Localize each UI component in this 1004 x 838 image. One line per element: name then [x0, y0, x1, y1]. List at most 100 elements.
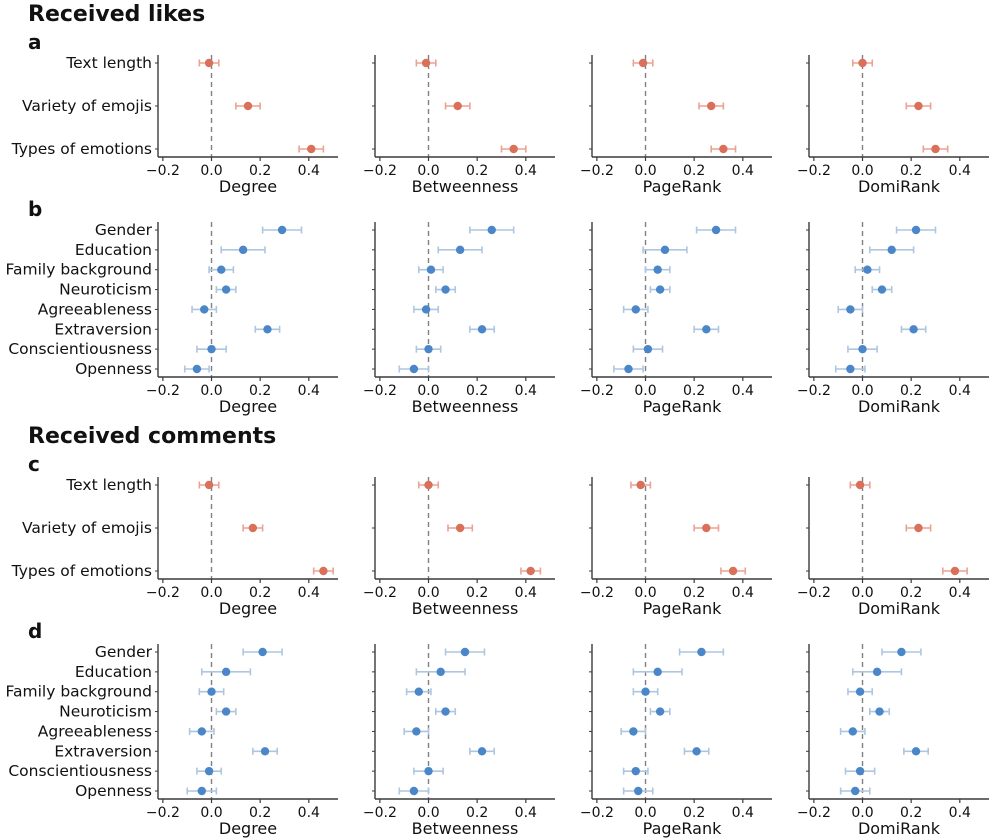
category-label: Family background — [6, 683, 152, 701]
x-tick-label: −0.2 — [580, 383, 614, 399]
data-point — [424, 344, 433, 354]
x-tick-label: 0.0 — [417, 383, 439, 399]
data-point — [629, 727, 638, 736]
category-label: Openness — [75, 360, 152, 378]
x-axis-title: PageRank — [643, 599, 722, 618]
data-point — [414, 687, 423, 696]
x-tick-label: 0.2 — [466, 383, 488, 399]
x-axis-title: Degree — [219, 599, 277, 618]
data-point — [477, 747, 487, 756]
data-point — [692, 747, 701, 756]
data-point — [197, 786, 206, 796]
data-point — [421, 305, 431, 314]
category-label: Text length — [65, 476, 152, 494]
section-title-received-likes: Received likes — [28, 2, 206, 27]
x-tick-label: 0.4 — [515, 805, 537, 821]
chart-b-degree: −0.2 0.0 0.2 0.4 Degree Gender Education Family… — [6, 221, 338, 416]
x-tick-label: 0.2 — [683, 163, 705, 179]
data-point — [307, 144, 316, 154]
data-point — [638, 58, 648, 68]
x-tick-label: 0.2 — [900, 383, 922, 399]
data-point — [931, 144, 940, 154]
data-point — [887, 245, 896, 255]
x-tick-label: −0.2 — [580, 585, 614, 601]
data-point — [455, 245, 465, 255]
x-tick-label: 0.0 — [851, 383, 873, 399]
x-tick-label: −0.2 — [363, 383, 397, 399]
data-point — [641, 687, 650, 696]
x-axis-title: Betweenness — [412, 397, 519, 416]
data-point — [702, 325, 711, 334]
x-tick-label: 0.0 — [634, 805, 656, 821]
data-point — [477, 325, 487, 334]
chart-b-domirank: −0.2 0.0 0.2 0.4 DomiRank — [797, 222, 989, 416]
chart-d-degree: −0.2 0.0 0.2 0.4 Degree Gender Education Family… — [6, 643, 338, 838]
panel-label-b: b — [28, 197, 43, 221]
x-tick-label: 0.2 — [466, 585, 488, 601]
x-axis-title: DomiRank — [858, 177, 941, 196]
data-point — [711, 225, 721, 235]
x-axis-title: Degree — [219, 397, 277, 416]
x-tick-label: 0.0 — [200, 383, 222, 399]
data-point — [846, 364, 855, 374]
x-tick-label: 0.0 — [417, 585, 439, 601]
category-label: Agreeableness — [38, 300, 152, 318]
x-tick-label: 0.0 — [634, 163, 656, 179]
x-tick-label: 0.4 — [298, 163, 320, 179]
data-point — [487, 225, 496, 235]
chart-a-degree: −0.2 0.0 0.2 0.4 Degree Text length Variety of… — [11, 54, 338, 196]
x-tick-label: −0.2 — [797, 383, 831, 399]
x-tick-label: 0.0 — [634, 585, 656, 601]
x-axis-title: Betweenness — [412, 819, 519, 838]
x-tick-label: 0.4 — [732, 585, 754, 601]
data-point — [412, 727, 421, 736]
chart-d-pagerank: −0.2 0.0 0.2 0.4 PageRank — [580, 644, 772, 838]
chart-a-domirank: −0.2 0.0 0.2 0.4 DomiRank — [797, 55, 989, 196]
data-point — [858, 344, 867, 354]
x-tick-label: 0.4 — [298, 805, 320, 821]
data-point — [643, 344, 653, 354]
category-label: Variety of emojis — [22, 519, 152, 537]
x-tick-label: 0.0 — [200, 585, 222, 601]
x-tick-label: 0.2 — [900, 585, 922, 601]
data-point — [207, 687, 216, 696]
data-point — [728, 566, 738, 576]
data-point — [192, 364, 202, 374]
x-tick-label: 0.0 — [851, 163, 873, 179]
x-tick-label: −0.2 — [363, 805, 397, 821]
data-point — [453, 101, 462, 111]
data-point — [697, 647, 706, 657]
data-point — [526, 566, 535, 576]
category-label: Neuroticism — [59, 703, 152, 721]
x-tick-label: −0.2 — [146, 163, 180, 179]
x-tick-label: 0.4 — [298, 585, 320, 601]
data-point — [950, 566, 960, 576]
data-point — [200, 305, 209, 314]
x-tick-label: 0.4 — [515, 585, 537, 601]
data-point — [207, 344, 216, 354]
data-point — [258, 647, 267, 657]
x-tick-label: 0.2 — [683, 805, 705, 821]
x-tick-label: 0.2 — [900, 805, 922, 821]
x-tick-label: 0.2 — [466, 163, 488, 179]
x-tick-label: 0.4 — [298, 383, 320, 399]
x-tick-label: 0.2 — [249, 163, 271, 179]
x-tick-label: 0.2 — [249, 383, 271, 399]
data-point — [197, 727, 206, 736]
panel-label-c: c — [28, 452, 40, 476]
data-point — [636, 480, 645, 490]
data-point — [260, 747, 270, 756]
data-point — [424, 766, 433, 776]
data-point — [217, 265, 226, 274]
chart-c-pagerank: −0.2 0.0 0.2 0.4 PageRank — [580, 477, 772, 618]
x-tick-label: −0.2 — [797, 585, 831, 601]
data-point — [455, 523, 465, 533]
data-point — [319, 566, 328, 576]
x-tick-label: 0.4 — [949, 805, 971, 821]
chart-a-pagerank: −0.2 0.0 0.2 0.4 PageRank — [580, 55, 772, 196]
data-point — [877, 285, 887, 294]
x-tick-label: 0.2 — [683, 585, 705, 601]
